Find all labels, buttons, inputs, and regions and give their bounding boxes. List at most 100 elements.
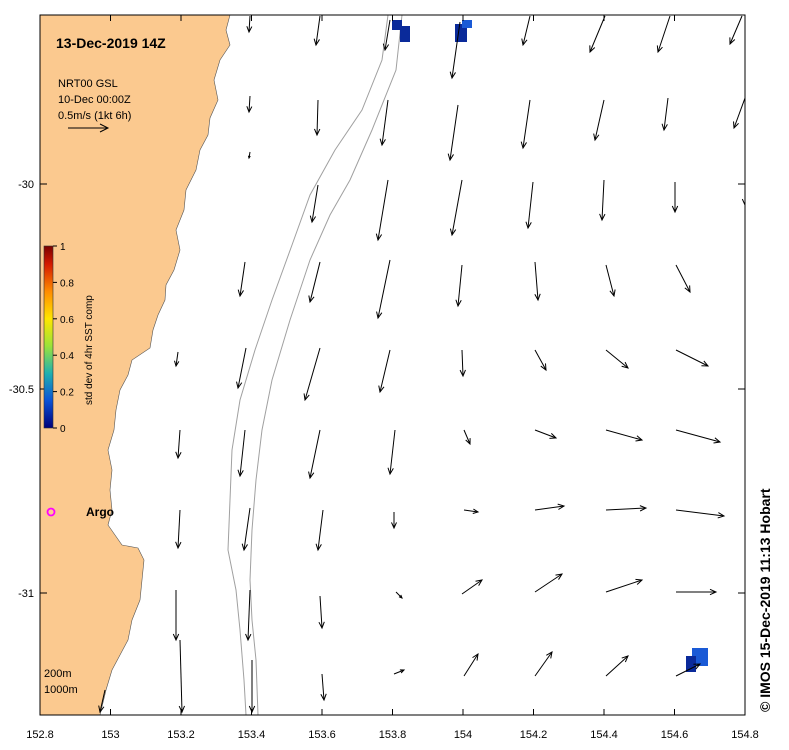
- current-arrow: [534, 573, 564, 593]
- current-arrow: [391, 512, 397, 530]
- current-arrow: [98, 689, 106, 714]
- x-tick-label: 154.4: [590, 729, 618, 741]
- colorbar: [43, 245, 54, 429]
- isobath-1000m-label: 1000m: [44, 684, 78, 696]
- x-tick-label: 154: [454, 729, 472, 741]
- current-arrow: [455, 264, 463, 308]
- current-arrow: [525, 181, 534, 230]
- current-arrow: [599, 179, 606, 222]
- analysis-time: 10-Dec 00:00Z: [58, 94, 131, 106]
- current-arrow: [675, 429, 722, 444]
- current-arrow: [309, 184, 319, 224]
- current-arrow: [393, 669, 406, 675]
- colorbar-tick-label: 0.8: [60, 278, 74, 289]
- current-arrow: [245, 589, 252, 642]
- x-axis: 152.8 153 153.2 153.4 153.6 153.8 154 154.2 154.…: [26, 15, 759, 741]
- current-arrow: [175, 509, 182, 550]
- colorbar-label: std dev of 4hr SST comp: [84, 295, 95, 405]
- current-arrow: [656, 15, 671, 54]
- colorbar-tick-label: 0.4: [60, 351, 74, 362]
- current-arrow: [605, 655, 629, 677]
- current-arrow: [675, 509, 726, 519]
- current-arrow: [308, 261, 321, 304]
- x-tick-label: 154.8: [731, 729, 759, 741]
- current-arrow: [174, 351, 180, 368]
- current-arrow: [459, 349, 466, 378]
- current-arrow: [463, 652, 479, 677]
- current-arrow: [237, 261, 246, 298]
- current-arrow: [387, 429, 396, 476]
- current-arrow: [661, 97, 669, 132]
- current-arrow: [534, 651, 553, 677]
- current-arrow: [741, 188, 745, 207]
- x-tick-label: 153.6: [308, 729, 336, 741]
- colorbar-ticks: 1 0.8 0.6 0.4 0.2 0: [53, 242, 74, 435]
- current-arrow: [449, 179, 463, 237]
- current-arrow: [314, 99, 321, 137]
- x-tick-label: 153: [101, 729, 119, 741]
- colorbar-tick-label: 0.6: [60, 315, 74, 326]
- current-arrow: [675, 349, 710, 367]
- current-arrow: [593, 99, 605, 142]
- current-arrow: [463, 429, 471, 446]
- colorbar-tick-label: 0: [60, 424, 66, 435]
- x-tick-label: 153.8: [379, 729, 407, 741]
- y-tick-label: -30: [18, 179, 34, 191]
- current-arrow: [172, 590, 180, 642]
- x-tick-label: 153.2: [167, 729, 195, 741]
- current-arrow: [178, 639, 185, 714]
- y-axis: -30 -30.5 -31: [9, 179, 745, 600]
- current-arrow: [395, 591, 403, 599]
- colorbar-tick-label: 1: [60, 242, 66, 253]
- current-arrow: [313, 15, 321, 47]
- current-arrow: [675, 264, 691, 294]
- x-tick-label: 154.2: [520, 729, 548, 741]
- x-tick-label: 153.4: [238, 729, 266, 741]
- current-arrow: [382, 19, 391, 52]
- x-tick-label: 154.6: [661, 729, 689, 741]
- map-title: 13-Dec-2019 14Z: [56, 35, 166, 51]
- current-arrow: [379, 99, 389, 147]
- y-tick-label: -30.5: [9, 384, 34, 396]
- current-arrow: [675, 663, 702, 677]
- current-arrow: [733, 97, 745, 130]
- current-arrow: [534, 349, 547, 372]
- current-arrow: [463, 508, 480, 514]
- current-arrow: [449, 21, 461, 80]
- y-tick-label: -31: [18, 588, 34, 600]
- current-arrow: [605, 264, 616, 298]
- current-arrow: [246, 15, 253, 34]
- current-vectors: [98, 15, 745, 714]
- scale-arrow: [68, 123, 110, 133]
- current-arrow: [378, 349, 391, 394]
- isobath-1000m: [249, 15, 403, 715]
- current-arrow: [241, 507, 251, 552]
- current-arrow: [315, 509, 324, 552]
- current-arrow: [589, 15, 606, 54]
- current-arrow: [605, 429, 644, 442]
- current-arrow: [303, 347, 321, 402]
- current-arrow: [375, 179, 389, 242]
- current-arrow: [237, 429, 246, 478]
- current-arrow: [534, 261, 541, 302]
- current-arrow: [461, 579, 483, 595]
- current-arrow: [247, 151, 251, 160]
- current-arrow: [236, 347, 247, 390]
- current-arrow: [605, 349, 629, 369]
- model-label: NRT00 GSL: [58, 78, 118, 90]
- current-arrow: [246, 95, 253, 114]
- current-arrow: [605, 505, 648, 512]
- current-arrow: [520, 99, 531, 150]
- current-arrow: [729, 15, 743, 46]
- current-arrow: [534, 429, 558, 439]
- credit-text: © IMOS 15-Dec-2019 11:13 Hobart: [757, 488, 773, 712]
- current-arrow: [605, 578, 644, 593]
- current-arrow: [447, 104, 459, 162]
- scale-text: 0.5m/s (1kt 6h): [58, 110, 131, 122]
- land-mass: [40, 15, 231, 715]
- argo-label: Argo: [86, 505, 114, 519]
- current-arrow: [320, 673, 327, 702]
- current-arrow: [175, 429, 182, 460]
- current-arrow: [308, 429, 321, 480]
